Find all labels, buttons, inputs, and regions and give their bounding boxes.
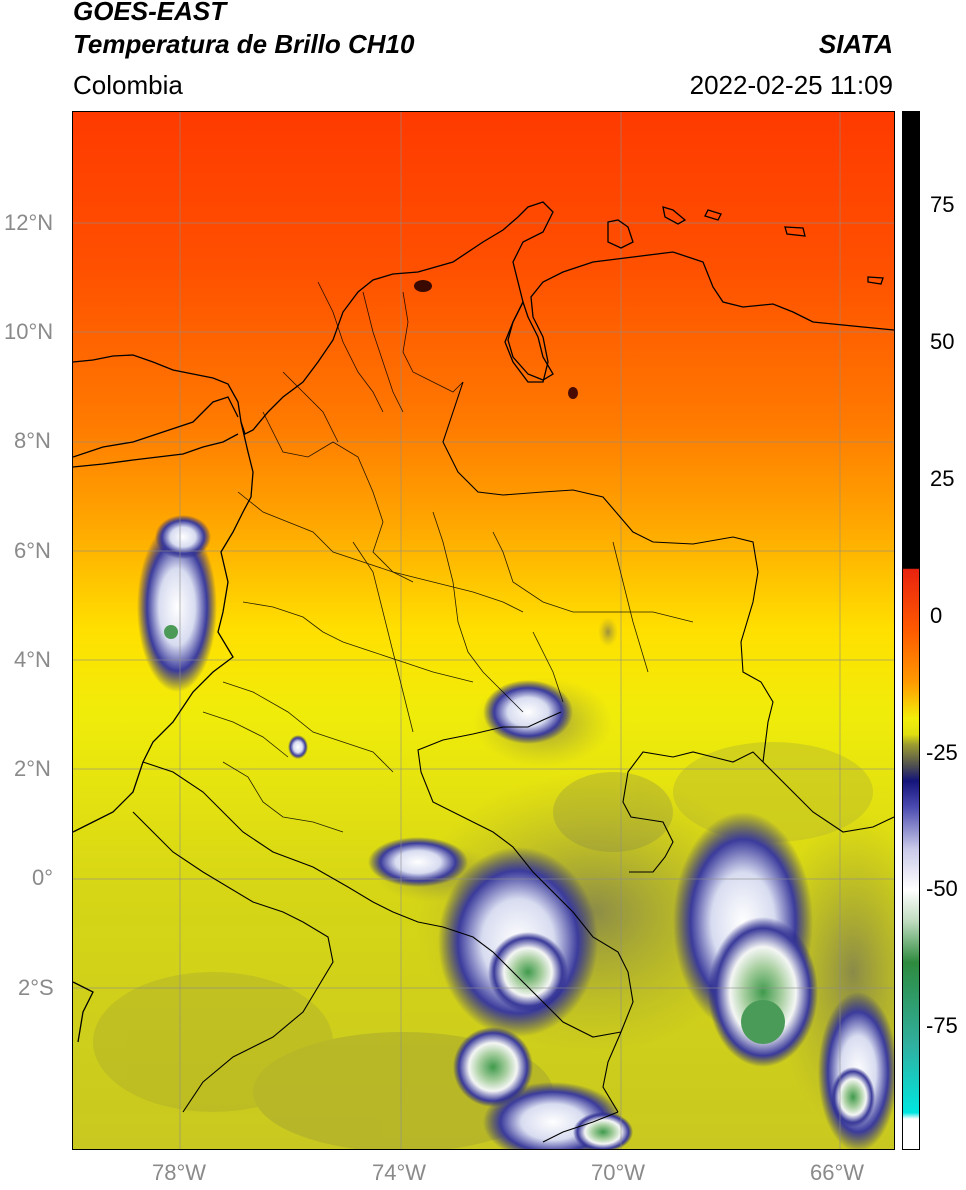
lon-label-66w: 66°W [810, 1160, 865, 1185]
graticule [73, 112, 894, 1149]
colorbar-tick-minus50: -50 [926, 876, 958, 901]
coastlines [73, 201, 894, 1043]
lat-label-12n: 12°N [4, 210, 54, 235]
lon-label-74w: 74°W [372, 1160, 427, 1185]
lat-label-4n: 4°N [14, 647, 51, 672]
region-label: Colombia [73, 70, 183, 100]
lat-label-2s: 2°S [18, 975, 54, 1000]
country-borders [132, 381, 894, 1143]
lat-label-8n: 8°N [14, 428, 51, 453]
lat-label-0: 0° [32, 865, 54, 890]
colorbar-tick-minus75: -75 [926, 1013, 958, 1038]
hot-spots [414, 280, 578, 399]
satellite-map[interactable] [72, 111, 895, 1150]
lon-label-70w: 70°W [591, 1160, 646, 1185]
lat-label-10n: 10°N [4, 319, 54, 344]
lon-label-78w: 78°W [152, 1160, 207, 1185]
admin-boundaries [202, 281, 694, 833]
colorbar-tick-50: 50 [930, 329, 955, 354]
colorbar-tick-25: 25 [930, 466, 955, 491]
source-label: SIATA [818, 29, 893, 59]
convective-clouds [137, 515, 894, 1149]
title-product: Temperatura de Brillo CH10 [73, 29, 415, 59]
title-satellite: GOES-EAST [73, 0, 227, 26]
colorbar-tick-0: 0 [930, 603, 943, 628]
colorbar-tick-minus25: -25 [926, 740, 958, 765]
lat-label-2n: 2°N [14, 756, 51, 781]
colorbar [902, 111, 920, 1150]
datetime-label: 2022-02-25 11:09 [689, 70, 893, 100]
colorbar-tick-75: 75 [930, 192, 955, 217]
lat-label-6n: 6°N [14, 538, 51, 563]
